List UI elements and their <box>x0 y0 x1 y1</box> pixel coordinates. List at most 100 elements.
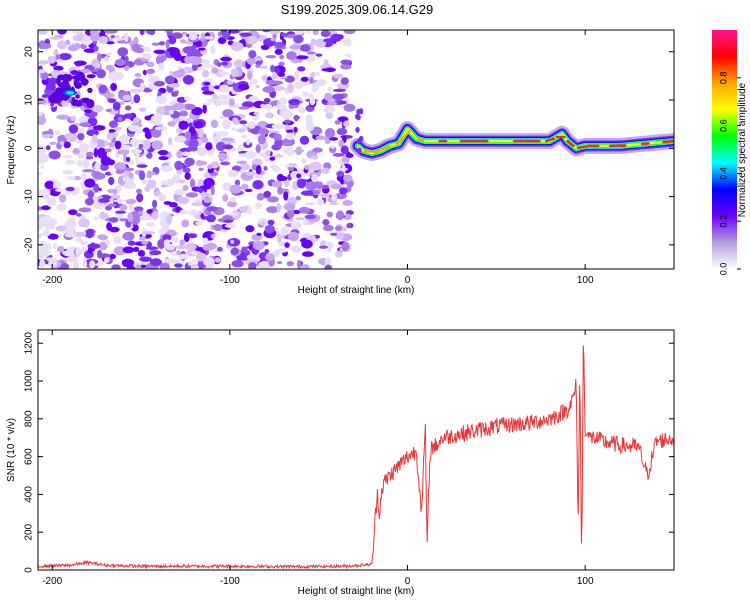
noise-blob <box>297 66 305 71</box>
noise-blob <box>246 172 256 176</box>
noise-blob <box>196 252 206 261</box>
y-tick-label: 800 <box>24 410 35 427</box>
noise-blob <box>341 242 349 252</box>
noise-blob <box>272 124 284 130</box>
x-tick-label: -100 <box>220 576 240 587</box>
ridge-tail-blob <box>357 148 361 154</box>
noise-blob <box>36 116 46 125</box>
noise-blob <box>284 120 291 124</box>
noise-blob <box>330 233 337 236</box>
noise-blob <box>332 94 345 101</box>
noise-blob <box>339 187 347 194</box>
noise-blob <box>42 134 53 137</box>
noise-blob <box>263 86 275 93</box>
noise-blob <box>77 33 85 37</box>
noise-blob <box>323 38 334 42</box>
y-tick-label: 0 <box>24 567 35 573</box>
noise-blob <box>311 155 319 159</box>
noise-blob <box>183 185 189 191</box>
noise-blob <box>221 100 230 105</box>
y-tick-label: 200 <box>24 523 35 540</box>
noise-blob <box>261 45 270 50</box>
noise-blob <box>295 217 305 220</box>
noise-blob <box>273 155 283 158</box>
noise-blob <box>169 202 178 207</box>
noise-blob <box>211 185 215 195</box>
noise-blob <box>325 106 336 114</box>
noise-blob <box>89 260 95 268</box>
noise-blob <box>185 244 197 250</box>
noise-blob <box>113 102 121 111</box>
noise-blob <box>204 82 211 86</box>
noise-blob <box>49 37 62 40</box>
noise-blob <box>186 192 198 197</box>
noise-blob <box>111 35 115 38</box>
noise-blob <box>94 217 99 221</box>
noise-blob <box>180 39 186 43</box>
y-tick-label: -10 <box>24 189 35 204</box>
noise-blob <box>218 31 222 36</box>
noise-blob <box>38 249 50 257</box>
noise-blob <box>255 65 260 68</box>
noise-blob <box>181 152 191 157</box>
noise-blob <box>188 139 198 148</box>
noise-blob <box>161 166 173 173</box>
noise-blob <box>179 110 188 117</box>
spectrogram-y-axis-label: Frequency (Hz) <box>6 116 17 185</box>
noise-blob <box>222 32 230 40</box>
noise-blob <box>188 210 200 216</box>
noise-blob <box>40 43 52 49</box>
noise-blob <box>263 191 271 197</box>
noise-blob <box>49 151 61 160</box>
noise-blob <box>288 99 300 105</box>
noise-blob <box>59 194 66 203</box>
ridge-peak-dash <box>418 139 423 140</box>
noise-blob <box>265 225 275 234</box>
noise-blob <box>240 164 251 170</box>
noise-blob <box>147 69 155 74</box>
noise-blob <box>184 96 190 101</box>
noise-blob <box>316 79 326 86</box>
noise-blob <box>193 121 203 129</box>
noise-blob <box>37 172 43 175</box>
noise-blob <box>181 220 189 228</box>
noise-blob <box>207 164 212 169</box>
noise-blob <box>84 178 95 187</box>
noise-blob <box>108 177 114 185</box>
noise-blob <box>337 128 348 135</box>
noise-blob <box>222 194 228 202</box>
noise-blob <box>191 202 203 206</box>
hotspot-blob <box>87 74 96 78</box>
noise-blob <box>270 38 276 41</box>
x-tick-label: -200 <box>42 275 62 286</box>
hotspot-peak <box>66 91 74 95</box>
noise-blob <box>136 189 142 194</box>
noise-blob <box>245 36 258 45</box>
hotspot-blob <box>71 99 79 106</box>
noise-blob <box>111 264 120 270</box>
noise-blob <box>258 128 269 135</box>
noise-blob <box>333 153 344 157</box>
noise-blob <box>40 165 44 169</box>
noise-blob <box>149 172 156 175</box>
noise-blob <box>124 32 129 42</box>
noise-blob <box>297 260 301 269</box>
noise-blob <box>114 236 122 244</box>
noise-blob <box>64 252 73 257</box>
noise-blob <box>253 241 265 250</box>
noise-blob <box>305 181 317 190</box>
noise-blob <box>284 180 289 187</box>
noise-blob <box>174 263 183 267</box>
noise-blob <box>152 43 160 46</box>
noise-blob <box>291 221 302 229</box>
noise-blob <box>245 225 254 232</box>
noise-blob <box>113 133 118 138</box>
y-tick-label: 1000 <box>24 369 35 392</box>
noise-blob <box>179 240 185 246</box>
noise-blob <box>330 202 339 205</box>
noise-blob <box>110 171 115 175</box>
noise-blob <box>174 161 183 171</box>
ridge-tail-blob <box>356 109 360 115</box>
noise-blob <box>116 169 124 174</box>
noise-blob <box>140 82 145 92</box>
